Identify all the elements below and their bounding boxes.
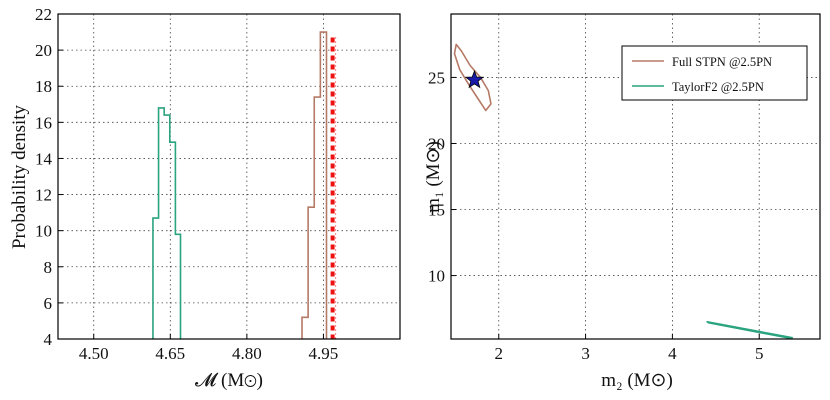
histogram-grid xyxy=(58,13,400,340)
legend-label-taylorf2: TaylorF2 @2.5PN xyxy=(672,80,764,94)
contour-xtick-label-2: 4 xyxy=(668,344,677,363)
histogram-xtick-label-3: 4.95 xyxy=(309,344,339,363)
histogram-xtick-label-0: 4.50 xyxy=(79,344,109,363)
histogram-series xyxy=(152,31,328,339)
truth-star-marker xyxy=(464,69,485,89)
contour-ytick-label-0: 10 xyxy=(428,267,445,286)
contour-taylorf2 xyxy=(706,321,794,340)
contour-ylabel: m₁ (M⊙) xyxy=(423,141,444,213)
histogram-panel: 4.50 4.65 4.80 4.95 4 6 8 10 12 14 16 18 20 22 𝓜 (M⊙)… xyxy=(9,5,401,391)
truth-line xyxy=(330,37,337,339)
histogram-ytick-label-6: 16 xyxy=(35,113,52,132)
histogram-ytick-label-1: 6 xyxy=(44,294,53,313)
histogram-ytick-label-0: 4 xyxy=(44,330,53,349)
truth-star-group xyxy=(464,69,485,89)
histogram-xtick-label-2: 4.80 xyxy=(232,344,262,363)
contour-ytick-label-3: 25 xyxy=(428,68,445,87)
histogram-ytick-label-9: 22 xyxy=(35,5,52,24)
contour-xtick-label-1: 3 xyxy=(581,344,590,363)
contour-frame xyxy=(450,13,821,340)
histogram-frame xyxy=(57,13,401,340)
histogram-xlabel: 𝓜 (M⊙) xyxy=(195,370,263,391)
contour-xlabel: m₂ (M⊙) xyxy=(601,370,673,391)
legend-label-full-stpn: Full STPN @2.5PN xyxy=(672,55,772,69)
histogram-xtick-label-1: 4.65 xyxy=(155,344,185,363)
contour-xtick-label-0: 2 xyxy=(495,344,504,363)
histogram-ticks: 4.50 4.65 4.80 4.95 4 6 8 10 12 14 16 18 20 22 xyxy=(35,5,338,363)
contour-ticks: 2 3 4 5 10 15 20 25 xyxy=(428,68,763,363)
histogram-ytick-label-7: 18 xyxy=(35,77,52,96)
histogram-ytick-label-8: 20 xyxy=(35,41,52,60)
histogram-ytick-label-3: 10 xyxy=(35,222,52,241)
contour-ytick-label-1: 15 xyxy=(428,201,445,220)
contour-series xyxy=(453,43,794,340)
contour-full_stpn xyxy=(453,43,492,112)
histogram-ytick-label-5: 14 xyxy=(35,149,53,168)
histogram-ytick-label-2: 8 xyxy=(44,258,53,277)
legend-box xyxy=(621,45,808,101)
contour-xtick-label-3: 5 xyxy=(755,344,764,363)
histogram-ylabel: Probability density xyxy=(9,104,30,249)
histogram-ytick-label-4: 12 xyxy=(35,186,52,205)
histogram-taylorf2 xyxy=(152,107,182,339)
contour-panel: 2 3 4 5 10 15 20 25 m₂ (M⊙) m₁ (M⊙) Full STPN @… xyxy=(423,13,821,391)
legend: Full STPN @2.5PN TaylorF2 @2.5PN xyxy=(621,45,808,101)
contour-ytick-label-2: 20 xyxy=(428,134,445,153)
histogram-full_stpn xyxy=(301,31,328,339)
